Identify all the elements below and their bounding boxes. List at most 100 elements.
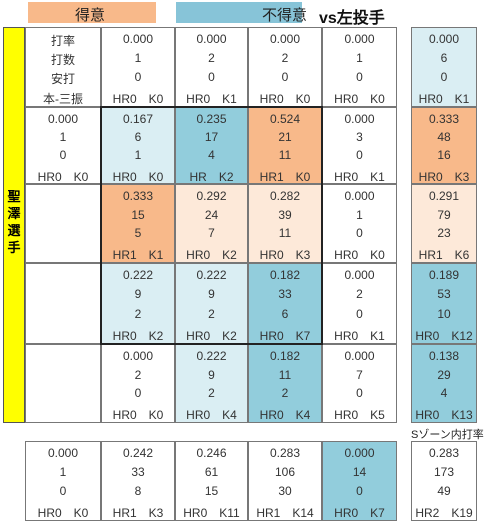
- cell-line-4: HR0 K7: [334, 506, 385, 520]
- cell-line-2: 48: [437, 130, 451, 145]
- cell-line-4: HR0 K11: [183, 506, 240, 520]
- cell-line-1: 0.242: [122, 446, 154, 460]
- cell-line-2: 17: [204, 130, 219, 145]
- row-total-cell: 0.333 48 16 HR0 K3: [411, 107, 477, 184]
- cell-line-2: 15: [131, 207, 145, 222]
- zone-cell: 0.000 2 0 HR0 K1: [322, 263, 397, 344]
- cell-line-2: 14: [352, 465, 367, 479]
- cell-line-3: 23: [437, 226, 451, 241]
- row-total-cell: 0.189 53 10 HR0 K12: [411, 263, 477, 344]
- cell-line-1: 0.283: [269, 446, 301, 460]
- cell-line-4: HR0 K4: [259, 408, 311, 423]
- cell-line-4: HR0 K2: [186, 328, 237, 343]
- cell-line-1: 0.000: [344, 32, 375, 46]
- cell-line-3: 0: [134, 386, 142, 401]
- cell-line-1: 打率: [50, 34, 75, 48]
- cell-line-4: HR1 K6: [418, 248, 470, 263]
- strike-zone-total-cell: 0.283 173 49 HR2 K19: [411, 441, 477, 521]
- cell-line-2: 1: [59, 130, 67, 145]
- cell-line-2: 9: [208, 367, 215, 382]
- zone-cell: 0.235 17 4 HR K2: [175, 107, 248, 184]
- cell-line-2: 1: [356, 51, 363, 65]
- cell-line-4: HR0 K0: [112, 92, 164, 106]
- cell-line-1: 0.524: [269, 111, 301, 126]
- cell-line-1: 0.000: [47, 111, 79, 126]
- cell-line-1: 0.000: [344, 446, 375, 460]
- cell-line-4: HR0 K5: [334, 408, 385, 423]
- legend-good-label: 得意: [75, 7, 106, 24]
- cell-line-3: 2: [281, 386, 289, 401]
- zone-cell: [25, 263, 101, 344]
- cell-line-1: 0.000: [344, 188, 375, 203]
- cell-line-1: 0.167: [122, 111, 154, 126]
- cell-line-2: 2: [281, 51, 289, 65]
- cell-line-2: 6: [440, 51, 448, 65]
- cell-line-3: 11: [278, 148, 292, 163]
- header-labels-cell: 打率 打数 安打 本-三振: [25, 27, 101, 107]
- cell-line-2: 24: [204, 207, 219, 222]
- cell-line-3: 0: [356, 306, 363, 321]
- cell-line-1: 0.182: [269, 268, 301, 283]
- cell-line-3: 安打: [50, 72, 75, 86]
- cell-line-1: 0.138: [428, 348, 460, 363]
- cell-line-4: HR0 K1: [334, 328, 385, 343]
- cell-line-4: HR0 K0: [112, 169, 164, 184]
- player-name-char-3: 選: [7, 223, 21, 238]
- top-row-cell: 0.000 2 0 HR0 K0: [248, 27, 322, 107]
- cell-line-4: HR1 K14: [256, 506, 314, 520]
- cell-line-1: 0.000: [344, 268, 375, 283]
- cell-line-1: 0.235: [196, 111, 227, 126]
- cell-line-4: HR0 K7: [259, 328, 311, 343]
- cell-line-3: 1: [134, 148, 142, 163]
- zone-cell: 0.524 21 11 HR1 K0: [248, 107, 322, 184]
- cell-line-2: 61: [204, 465, 219, 479]
- cell-line-2: 106: [274, 465, 296, 479]
- cell-line-3: 0: [59, 484, 67, 498]
- cell-line-1: 0.000: [47, 446, 79, 460]
- cell-line-4: HR0 K1: [186, 92, 237, 106]
- cell-line-1: 0.333: [428, 111, 460, 126]
- cell-line-2: 1: [134, 51, 142, 65]
- row-total-cell: 0.138 29 4 HR0 K13: [411, 344, 477, 423]
- zone-cell: 0.182 11 2 HR0 K4: [248, 344, 322, 423]
- legend-good-swatch: [28, 2, 156, 23]
- cell-line-2: 1: [59, 465, 67, 479]
- cell-line-3: 0: [356, 226, 363, 241]
- cell-line-2: 39: [278, 207, 292, 222]
- cell-line-3: 2: [208, 306, 215, 321]
- cell-line-3: 0: [440, 70, 448, 84]
- cell-line-2: 7: [356, 367, 363, 382]
- cell-line-1: 0.000: [196, 32, 227, 46]
- cell-line-1: 0.292: [196, 188, 227, 203]
- cell-line-4: HR0 K0: [334, 92, 385, 106]
- cell-line-4: HR0 K2: [186, 248, 237, 263]
- cell-line-3: 0: [356, 70, 363, 84]
- zone-cell: 0.222 9 2 HR0 K2: [101, 263, 175, 344]
- zone-cell: 0.000 1 0 HR0 K0: [322, 184, 397, 263]
- cell-line-1: 0.000: [344, 111, 375, 126]
- zone-cell: 0.333 15 5 HR1 K1: [101, 184, 175, 263]
- cell-line-2: 打数: [50, 53, 75, 67]
- cell-line-4: HR0 K12: [415, 328, 473, 343]
- cell-line-3: 0: [356, 148, 363, 163]
- cell-line-4: HR0 K3: [259, 248, 311, 263]
- cell-line-4: HR0 K0: [112, 408, 164, 423]
- strike-zone-label: Sゾーン内打率: [411, 429, 484, 441]
- cell-line-2: 6: [134, 130, 142, 145]
- cell-line-4: HR0 K1: [418, 92, 470, 106]
- cell-line-4: HR0 K3: [418, 169, 470, 184]
- cell-line-1: 0.282: [269, 188, 301, 203]
- cell-line-2: 3: [356, 130, 363, 145]
- cell-line-4: HR1 K3: [112, 506, 164, 520]
- cell-line-1: 0.283: [428, 446, 460, 460]
- cell-line-3: 11: [278, 226, 292, 241]
- cell-line-4: HR1 K1: [112, 248, 164, 263]
- cell-line-2: 2: [208, 51, 215, 65]
- top-row-cell: 0.000 1 0 HR0 K0: [322, 27, 397, 107]
- bottom-row-cell: 0.000 1 0 HR0 K0: [25, 441, 101, 521]
- zone-cell: 0.000 3 0 HR0 K1: [322, 107, 397, 184]
- cell-line-3: 0: [134, 70, 142, 84]
- cell-line-2: 21: [278, 130, 292, 145]
- cell-line-3: 0: [356, 386, 363, 401]
- cell-line-1: 0.222: [196, 268, 227, 283]
